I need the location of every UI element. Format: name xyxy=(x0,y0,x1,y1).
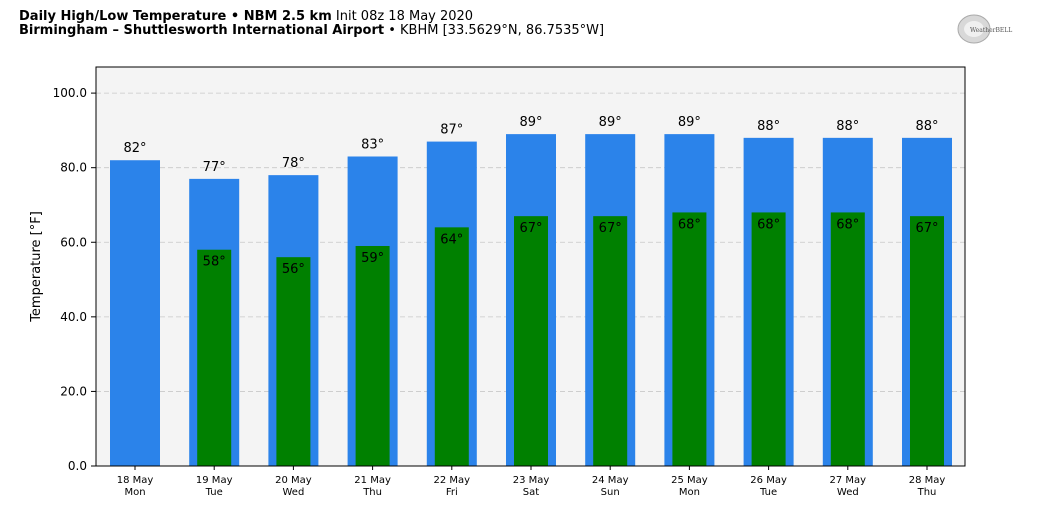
high-label: 82° xyxy=(123,141,146,156)
low-label: 64° xyxy=(440,232,463,247)
high-label: 77° xyxy=(203,160,226,175)
x-tick-day: Mon xyxy=(679,487,700,498)
x-tick-day: Thu xyxy=(362,487,382,498)
x-tick-date: 24 May xyxy=(592,475,629,486)
low-label: 68° xyxy=(836,217,859,232)
x-tick-date: 28 May xyxy=(909,475,946,486)
high-label: 87° xyxy=(440,123,463,138)
chart-subtitle: Birmingham – Shuttlesworth International… xyxy=(19,23,604,38)
y-tick-label: 100.0 xyxy=(53,86,87,100)
low-bar xyxy=(751,212,786,466)
x-tick-day: Tue xyxy=(205,487,223,498)
high-label: 88° xyxy=(915,119,938,134)
x-tick-day: Sun xyxy=(601,487,620,498)
x-tick-date: 19 May xyxy=(196,475,233,486)
chart-title: Daily High/Low Temperature • NBM 2.5 km … xyxy=(19,9,473,24)
y-tick-label: 0.0 xyxy=(68,459,87,473)
x-tick-day: Wed xyxy=(282,487,304,498)
x-tick-date: 22 May xyxy=(434,475,471,486)
high-label: 88° xyxy=(757,119,780,134)
x-tick-day: Mon xyxy=(124,487,145,498)
x-tick-date: 27 May xyxy=(830,475,867,486)
low-bar xyxy=(672,212,707,466)
high-label: 89° xyxy=(678,115,701,130)
y-tick-label: 20.0 xyxy=(60,384,87,398)
y-axis-label: Temperature [°F] xyxy=(29,211,44,323)
weatherbell-logo-icon: WeatherBELL xyxy=(956,12,1020,46)
x-tick-date: 18 May xyxy=(117,475,154,486)
low-label: 58° xyxy=(203,255,226,270)
x-tick-day: Tue xyxy=(759,487,777,498)
x-tick-date: 20 May xyxy=(275,475,312,486)
x-tick-day: Fri xyxy=(446,487,458,498)
low-bar xyxy=(514,216,548,466)
title-init: Init 08z 18 May 2020 xyxy=(335,9,474,24)
low-label: 67° xyxy=(915,221,938,236)
low-label: 68° xyxy=(678,217,701,232)
x-tick-day: Wed xyxy=(837,487,859,498)
low-bar xyxy=(830,212,865,466)
low-bar xyxy=(910,216,944,466)
low-bar xyxy=(593,216,628,466)
station-coords: • KBHM [33.5629°N, 86.7535°W] xyxy=(388,23,605,38)
low-bar xyxy=(355,245,390,466)
low-bar xyxy=(197,249,232,466)
low-bar xyxy=(434,227,469,466)
high-label: 89° xyxy=(599,115,622,130)
x-tick-date: 25 May xyxy=(671,475,708,486)
low-label: 67° xyxy=(599,221,622,236)
x-tick-date: 26 May xyxy=(750,475,787,486)
low-label: 56° xyxy=(282,262,305,277)
x-tick-day: Thu xyxy=(917,487,937,498)
y-tick-label: 80.0 xyxy=(60,161,87,175)
high-label: 89° xyxy=(519,115,542,130)
station-name: Birmingham – Shuttlesworth International… xyxy=(19,23,385,38)
y-tick-label: 60.0 xyxy=(60,235,87,249)
x-tick-date: 21 May xyxy=(354,475,391,486)
title-model: Daily High/Low Temperature • NBM 2.5 km xyxy=(19,9,332,24)
plot-frame xyxy=(95,66,966,467)
high-bar xyxy=(110,160,160,466)
x-tick-date: 23 May xyxy=(513,475,550,486)
low-label: 67° xyxy=(519,221,542,236)
high-label: 88° xyxy=(836,119,859,134)
low-label: 68° xyxy=(757,217,780,232)
x-tick-day: Sat xyxy=(523,487,539,498)
low-bar xyxy=(276,257,311,466)
high-label: 83° xyxy=(361,137,384,152)
logo-text: WeatherBELL xyxy=(970,27,1012,34)
y-tick-label: 40.0 xyxy=(60,310,87,324)
low-label: 59° xyxy=(361,251,384,266)
high-label: 78° xyxy=(282,156,305,171)
